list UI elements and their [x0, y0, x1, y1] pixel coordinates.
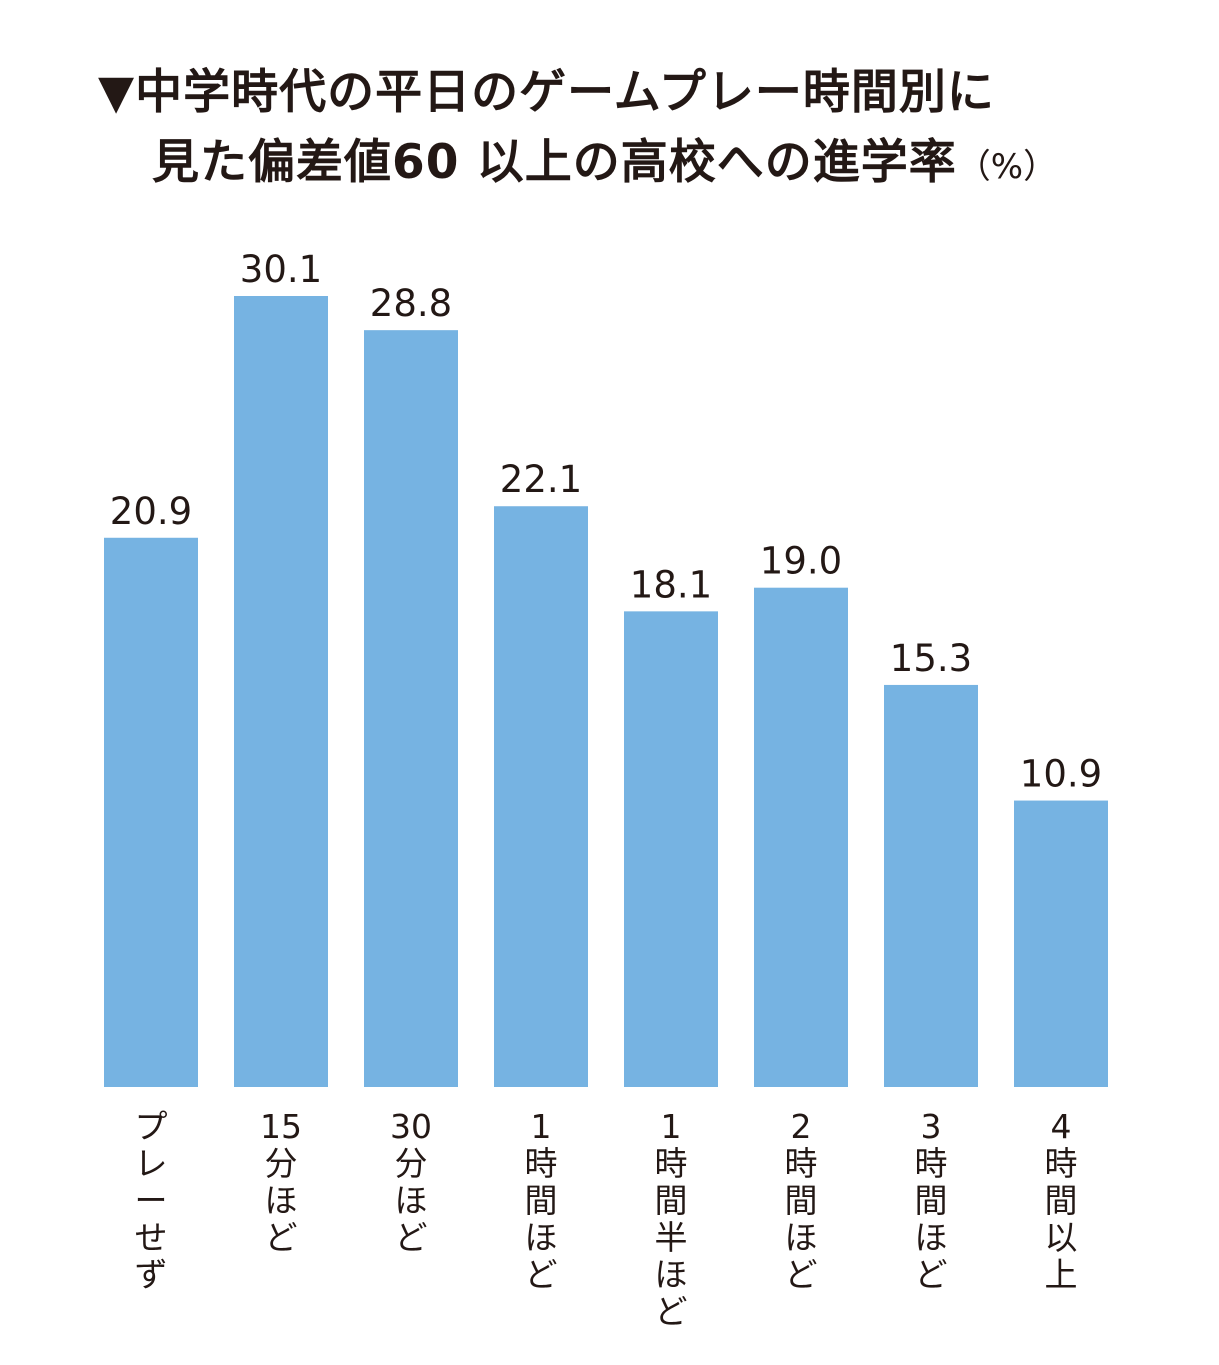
- category-label-6-char-5: ど: [785, 1255, 818, 1294]
- chart-title-line2-text: 見た偏差値60 以上の高校への進学率: [152, 135, 957, 190]
- chart-title-line2: 見た偏差値60 以上の高校への進学率（%）: [98, 128, 1198, 202]
- category-label-5-char-4: 半: [655, 1218, 688, 1257]
- category-label-7-char-5: ど: [915, 1255, 948, 1294]
- category-label-5-char-3: 間: [655, 1181, 688, 1220]
- category-label-7-char-3: 間: [915, 1181, 948, 1220]
- category-labels-group: プレーせず15分ほど30分ほど1時間ほど1時間半ほど2時間ほど3時間ほど4時間以…: [135, 1107, 1078, 1331]
- category-label-7-char-2: 時: [915, 1144, 948, 1183]
- category-label-7-char-4: ほ: [915, 1218, 948, 1257]
- category-label-8-char-1: 4: [1051, 1107, 1072, 1146]
- bar-value-label-6: 19.0: [760, 540, 842, 583]
- bar-7: [884, 684, 978, 1087]
- bar-value-label-5: 18.1: [630, 563, 712, 606]
- category-label-7-char-1: 3: [921, 1107, 942, 1146]
- category-label-1-char-3: ー: [135, 1181, 168, 1220]
- category-label-3-char-3: ほ: [395, 1181, 428, 1220]
- category-label-4-char-5: ど: [525, 1255, 558, 1294]
- category-label-6-char-2: 時: [785, 1144, 818, 1183]
- category-label-2-char-1: 15: [260, 1107, 302, 1146]
- bar-value-label-8: 10.9: [1020, 753, 1102, 796]
- chart-title-unit: （%）: [956, 147, 1058, 187]
- category-label-3-char-4: ど: [395, 1218, 428, 1257]
- bar-8: [1014, 800, 1108, 1087]
- chart-title-line1: ▼中学時代の平日のゲームプレー時間別に: [98, 65, 995, 120]
- bar-value-label-7: 15.3: [890, 637, 972, 680]
- bar-1: [104, 537, 198, 1087]
- category-label-4-char-1: 1: [531, 1107, 552, 1146]
- category-label-2-char-4: ど: [265, 1218, 298, 1257]
- bar-value-label-1: 20.9: [110, 490, 192, 533]
- category-label-5-char-2: 時: [655, 1144, 688, 1183]
- bar-value-label-2: 30.1: [240, 248, 322, 291]
- category-label-2-char-2: 分: [265, 1144, 298, 1183]
- category-label-8-char-5: 上: [1045, 1255, 1078, 1294]
- category-label-5-char-5: ほ: [655, 1255, 688, 1294]
- category-label-6-char-1: 2: [791, 1107, 812, 1146]
- category-label-3-char-2: 分: [395, 1144, 428, 1183]
- category-label-6-char-3: 間: [785, 1181, 818, 1220]
- bar-5: [624, 611, 718, 1087]
- category-label-2-char-3: ほ: [265, 1181, 298, 1220]
- value-labels-group: 20.9 30.1 28.8 22.1 18.1 19.0 15.3 10.9: [110, 248, 1102, 796]
- category-label-8-char-4: 以: [1045, 1218, 1078, 1257]
- category-label-8-char-3: 間: [1045, 1181, 1078, 1220]
- category-label-3-char-1: 30: [390, 1107, 432, 1146]
- bar-6: [754, 587, 848, 1087]
- category-label-4-char-2: 時: [525, 1144, 558, 1183]
- category-label-6-char-4: ほ: [785, 1218, 818, 1257]
- chart-title: ▼中学時代の平日のゲームプレー時間別に 見た偏差値60 以上の高校への進学率（%…: [98, 58, 1198, 202]
- category-label-5-char-1: 1: [661, 1107, 682, 1146]
- category-label-4-char-3: 間: [525, 1181, 558, 1220]
- bar-value-label-3: 28.8: [370, 282, 452, 325]
- category-label-4-char-4: ほ: [525, 1218, 558, 1257]
- bars-group: [104, 296, 1108, 1087]
- category-label-1-char-4: せ: [135, 1218, 168, 1257]
- category-label-5-char-6: ど: [655, 1292, 688, 1331]
- category-label-1-char-2: レ: [135, 1144, 168, 1183]
- bar-2: [234, 296, 328, 1087]
- category-label-8-char-2: 時: [1045, 1144, 1078, 1183]
- bar-value-label-4: 22.1: [500, 458, 582, 501]
- bar-4: [494, 506, 588, 1087]
- bar-3: [364, 330, 458, 1087]
- category-label-1-char-1: プ: [135, 1107, 168, 1146]
- category-label-1-char-5: ず: [135, 1255, 168, 1294]
